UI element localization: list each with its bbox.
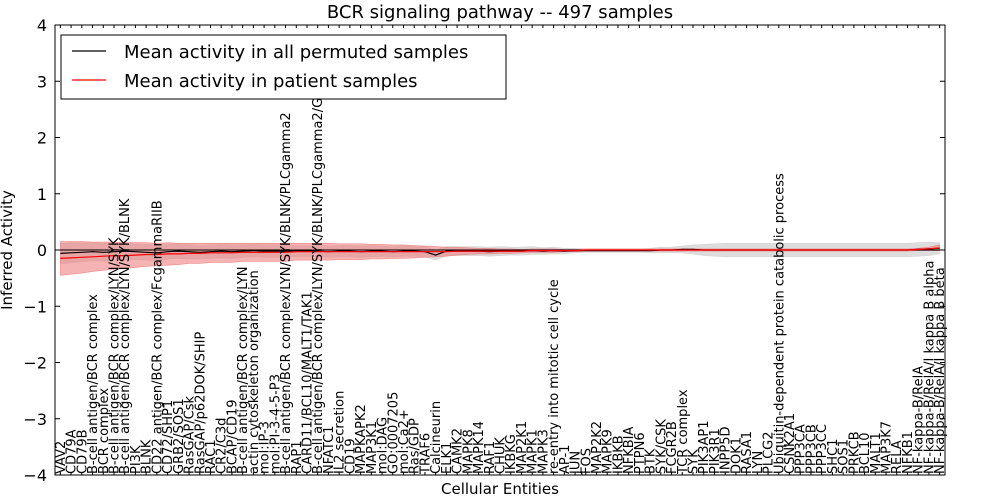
legend: Mean activity in all permuted samples Me… [61,35,506,99]
chart-title: BCR signaling pathway -- 497 samples [327,2,673,23]
x-tick-label: B-cell antigen/BCR complex/LYN/SYK/BLNK [118,198,133,474]
x-axis-label: Cellular Entities [441,480,559,498]
y-tick-label: −2 [23,354,47,373]
y-tick-label: 4 [37,16,47,35]
x-tick-label: B-cell antigen/BCR complex/LYN/SYK/BLNK/… [279,112,294,474]
y-tick-label: 3 [37,72,47,91]
x-tick-label: B-cell antigen/BCR complex/LYN/SYK/BLNK/… [311,72,326,474]
y-tick-label: 2 [37,129,47,148]
y-tick-label: −3 [23,410,47,429]
y-tick-label: −4 [23,466,47,485]
y-tick-label: 0 [37,241,47,260]
y-tick-label: 1 [37,185,47,204]
legend-label-patient: Mean activity in patient samples [124,71,418,92]
x-tick-label: NF-kappa-B/RelA/I kappa B beta [933,267,948,474]
y-tick-label: −1 [23,297,47,316]
y-axis-label: Inferred Activity [0,190,16,310]
legend-label-permuted: Mean activity in all permuted samples [124,42,468,63]
